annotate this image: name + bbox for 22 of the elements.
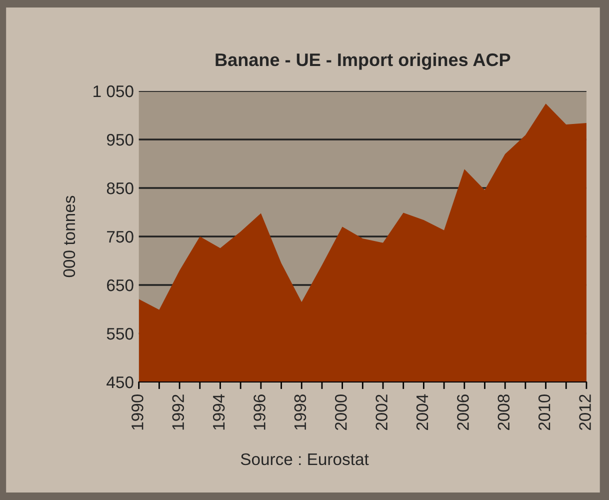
x-tick-label: 1990 xyxy=(132,394,144,430)
x-tick-label: 2000 xyxy=(334,394,347,430)
x-tick-label: 2008 xyxy=(498,394,510,430)
y-tick-label: 550 xyxy=(106,328,134,340)
chart-title: Banane - UE - Import origines ACP xyxy=(216,52,510,70)
x-tick-label: 1996 xyxy=(254,394,266,430)
y-tick-label: 650 xyxy=(107,279,134,292)
x-tick-label: 2010 xyxy=(538,394,550,430)
x-tick-label: 2012 xyxy=(579,394,591,430)
y-tick-label: 750 xyxy=(107,230,134,243)
x-tick-label: 1998 xyxy=(294,394,306,430)
y-axis-title: 000 tonnes xyxy=(63,196,76,278)
x-tick-label: 2006 xyxy=(457,394,469,430)
y-tick-label: 1 050 xyxy=(94,85,134,98)
x-tick-label: 1992 xyxy=(172,394,184,430)
source-note: Source : Eurostat xyxy=(240,453,369,466)
x-tick-label: 2004 xyxy=(416,394,428,430)
x-tick-label: 1994 xyxy=(212,394,225,430)
y-tick-label: 850 xyxy=(106,182,134,194)
y-tick-label: 450 xyxy=(106,376,134,388)
x-tick-label: 2002 xyxy=(376,394,388,430)
y-tick-label: 950 xyxy=(106,134,134,146)
